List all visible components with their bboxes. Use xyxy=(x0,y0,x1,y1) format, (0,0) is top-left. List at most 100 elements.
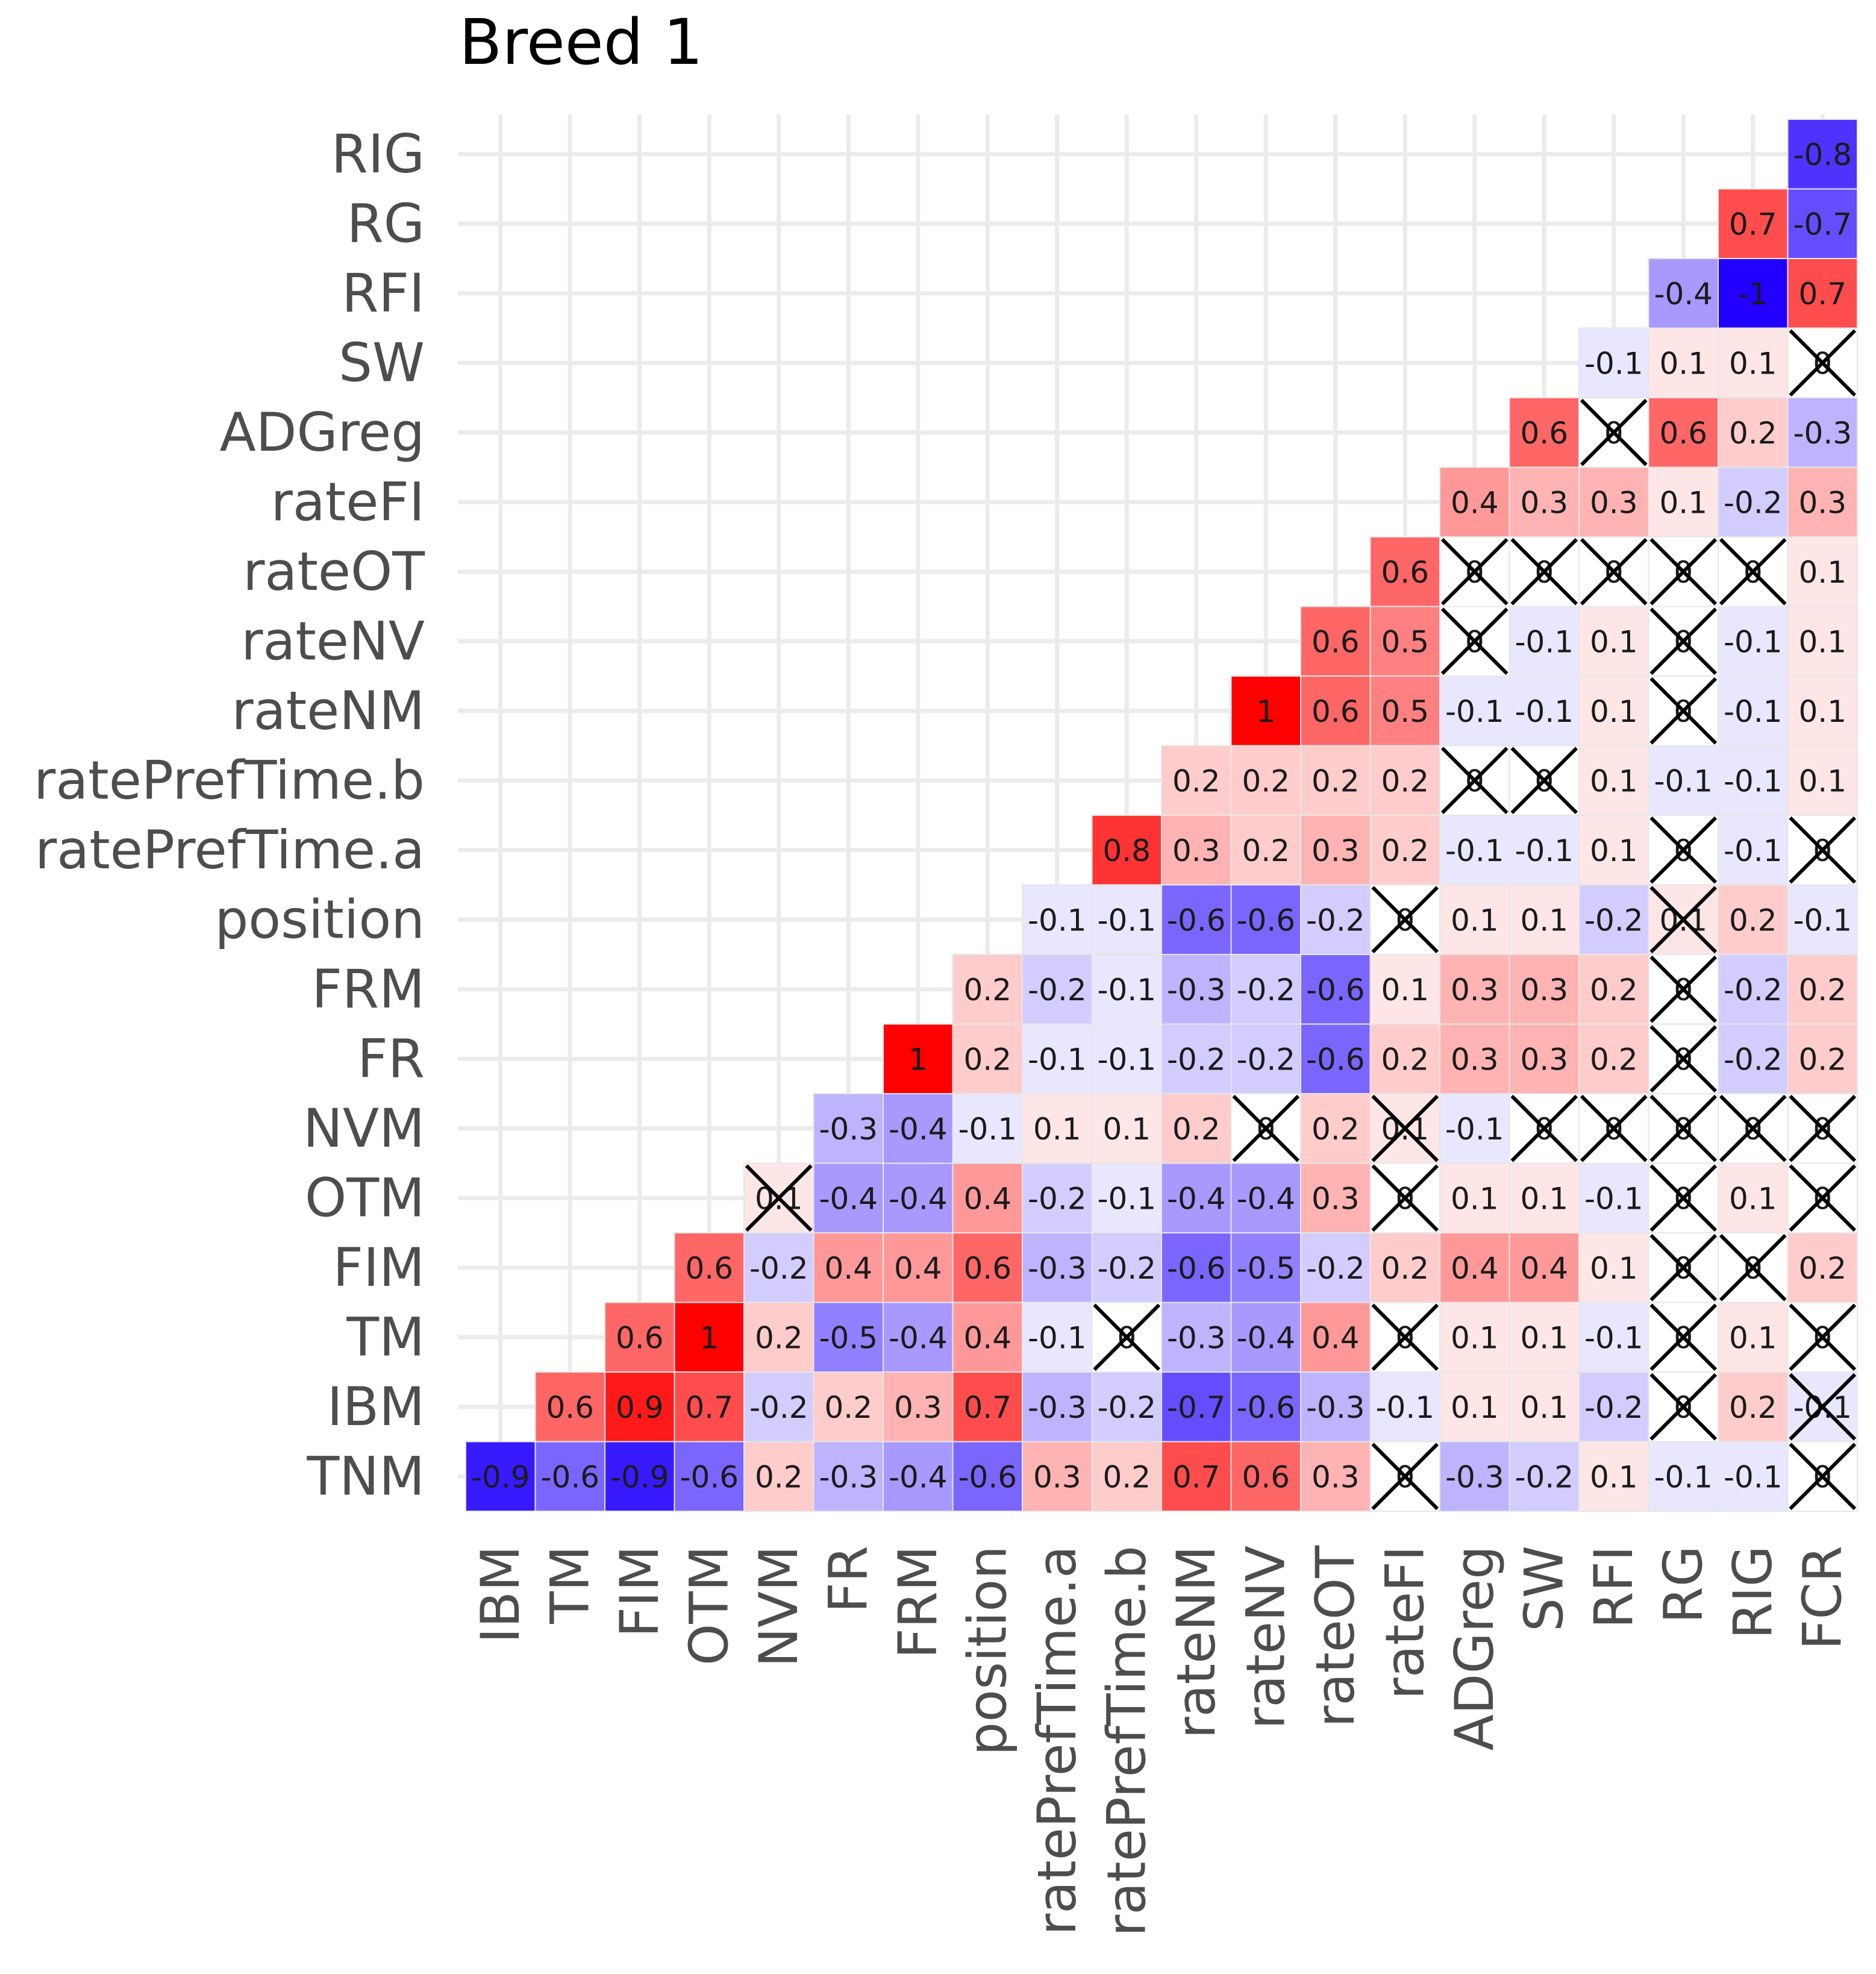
cell-OTM-RFI: -0.1 xyxy=(1578,1162,1649,1233)
x-tick-label: FIM xyxy=(608,1546,671,1638)
cell-value-label: 0.2 xyxy=(1312,763,1360,798)
cross-mark-b xyxy=(1789,1303,1857,1371)
cell-ratePrefTime.a-ADGreg: -0.1 xyxy=(1439,815,1510,886)
cell-IBM-FRM: 0.3 xyxy=(883,1371,954,1443)
cell-value-label: 1 xyxy=(908,1042,928,1077)
cell-value-label: -0.2 xyxy=(1236,1042,1295,1077)
cell-TNM-rateOT: 0.3 xyxy=(1300,1441,1371,1512)
cell-value-label: -0.3 xyxy=(1167,973,1226,1007)
cell-value-label: -0.3 xyxy=(819,1459,878,1494)
y-tick-label: ADGreg xyxy=(220,401,425,463)
cell-ratePrefTime.b-rateOT: 0.2 xyxy=(1300,745,1371,816)
cell-value-label: 0.6 xyxy=(1312,624,1360,659)
cell-value-label: 0.2 xyxy=(1172,1112,1221,1147)
cell-rateNV-ADGreg: 0 xyxy=(1439,606,1510,677)
cell-OTM-FCR: 0 xyxy=(1787,1162,1858,1233)
cell-value-label: 0.1 xyxy=(1659,346,1707,381)
cell-rateNM-ADGreg: -0.1 xyxy=(1439,675,1510,747)
cell-value-label: -0.6 xyxy=(958,1459,1017,1494)
cell-FIM-RIG: 0 xyxy=(1718,1232,1789,1303)
cell-rect xyxy=(813,1093,884,1164)
cross-mark-b xyxy=(1649,1373,1718,1441)
cell-RG-FCR: -0.7 xyxy=(1787,188,1858,259)
cell-rect xyxy=(1091,954,1162,1025)
x-tick-label: IBM xyxy=(469,1546,531,1643)
cell-NVM-RG: 0 xyxy=(1648,1093,1719,1164)
cell-RFI-FCR: 0.7 xyxy=(1787,258,1858,329)
cell-rateFI-RIG: -0.2 xyxy=(1718,466,1789,537)
cell-FIM-FR: 0.4 xyxy=(813,1232,884,1303)
cell-NVM-position: -0.1 xyxy=(952,1093,1023,1164)
cell-position-ratePrefTime.b: -0.1 xyxy=(1091,884,1162,955)
cell-value-label: -0.1 xyxy=(1654,1459,1713,1494)
cell-rect xyxy=(1578,745,1649,816)
cell-IBM-rateFI: -0.1 xyxy=(1369,1371,1440,1443)
cell-value-label: 0.2 xyxy=(1590,973,1638,1007)
cell-rect xyxy=(1369,1371,1440,1443)
cell-TM-ratePrefTime.b: 0 xyxy=(1091,1302,1162,1373)
cell-RIG-FCR: -0.8 xyxy=(1787,119,1858,190)
cell-value-label: 0.1 xyxy=(1798,624,1846,659)
cell-value-label: 0.2 xyxy=(1381,1042,1429,1077)
cell-ratePrefTime.a-FCR: 0 xyxy=(1787,815,1858,886)
cell-value-label: -0.4 xyxy=(819,1181,878,1216)
cell-rect xyxy=(1022,884,1093,955)
cell-rect xyxy=(1161,815,1232,886)
x-tick-label: rateFI xyxy=(1374,1546,1436,1699)
cell-rect xyxy=(883,1371,954,1443)
cell-rateNV-rateOT: 0.6 xyxy=(1300,606,1371,677)
cell-ratePrefTime.b-rateNM: 0.2 xyxy=(1161,745,1232,816)
cell-rect xyxy=(1718,1371,1789,1443)
cell-RFI-RIG: -1 xyxy=(1718,258,1789,329)
cell-value-label: 0.1 xyxy=(1451,1320,1499,1355)
cell-value-label: -0.6 xyxy=(680,1459,739,1494)
cell-rect xyxy=(1022,1441,1093,1512)
cell-value-label: 0.5 xyxy=(1381,624,1429,659)
cell-TNM-FRM: -0.4 xyxy=(883,1441,954,1512)
cell-ratePrefTime.b-RIG: -0.1 xyxy=(1718,745,1789,816)
cell-rateOT-RG: 0 xyxy=(1648,536,1719,607)
cell-FRM-FCR: 0.2 xyxy=(1787,954,1858,1025)
cell-value-label: 0.3 xyxy=(1312,1181,1360,1216)
cell-value-label: -0.1 xyxy=(1375,1390,1434,1425)
x-tick-label: FCR xyxy=(1791,1546,1853,1650)
cell-rect xyxy=(1091,1023,1162,1094)
cell-rect xyxy=(952,954,1023,1025)
cell-rect xyxy=(1439,1162,1510,1233)
cell-position-ADGreg: 0.1 xyxy=(1439,884,1510,955)
cell-rect xyxy=(1718,1441,1789,1512)
cell-ratePrefTime.a-rateOT: 0.3 xyxy=(1300,815,1371,886)
cell-value-label: 0.1 xyxy=(1659,485,1707,520)
cell-rect xyxy=(1161,1371,1232,1443)
cell-OTM-rateNM: -0.4 xyxy=(1161,1162,1232,1233)
cell-value-label: -0.6 xyxy=(1167,903,1226,938)
y-tick-label: RG xyxy=(347,192,425,254)
cell-value-label: -0.4 xyxy=(889,1320,948,1355)
cross-mark-b xyxy=(1789,816,1857,884)
cell-value-label: 0.6 xyxy=(1381,555,1429,590)
cell-value-label: -0.3 xyxy=(1028,1390,1087,1425)
cell-value-label: -0.3 xyxy=(1306,1390,1365,1425)
cell-rect xyxy=(1091,1162,1162,1233)
x-tick-label: RFI xyxy=(1583,1546,1645,1629)
cell-value-label: 0.6 xyxy=(685,1251,733,1286)
cell-rect xyxy=(1509,675,1580,747)
cell-OTM-FRM: -0.4 xyxy=(883,1162,954,1233)
cell-NVM-ratePrefTime.b: 0.1 xyxy=(1091,1093,1162,1164)
cell-FR-FRM: 1 xyxy=(883,1023,954,1094)
cell-ADGreg-RIG: 0.2 xyxy=(1718,397,1789,468)
cell-NVM-ADGreg: -0.1 xyxy=(1439,1093,1510,1164)
cell-rect xyxy=(1648,258,1719,329)
cell-IBM-NVM: -0.2 xyxy=(743,1371,814,1443)
cell-TM-FIM: 0.6 xyxy=(604,1302,675,1373)
cell-rect xyxy=(1439,1232,1510,1303)
cross-mark-b xyxy=(1649,1164,1718,1232)
cell-IBM-OTM: 0.7 xyxy=(674,1371,745,1443)
cell-rateOT-rateFI: 0.6 xyxy=(1369,536,1440,607)
cell-FRM-rateOT: -0.6 xyxy=(1300,954,1371,1025)
cross-mark-b xyxy=(1719,537,1787,606)
y-tick-label: rateNV xyxy=(241,610,425,672)
cross-mark-b xyxy=(1440,537,1509,606)
cell-rect xyxy=(1161,884,1232,955)
cell-TNM-FCR: 0 xyxy=(1787,1441,1858,1512)
